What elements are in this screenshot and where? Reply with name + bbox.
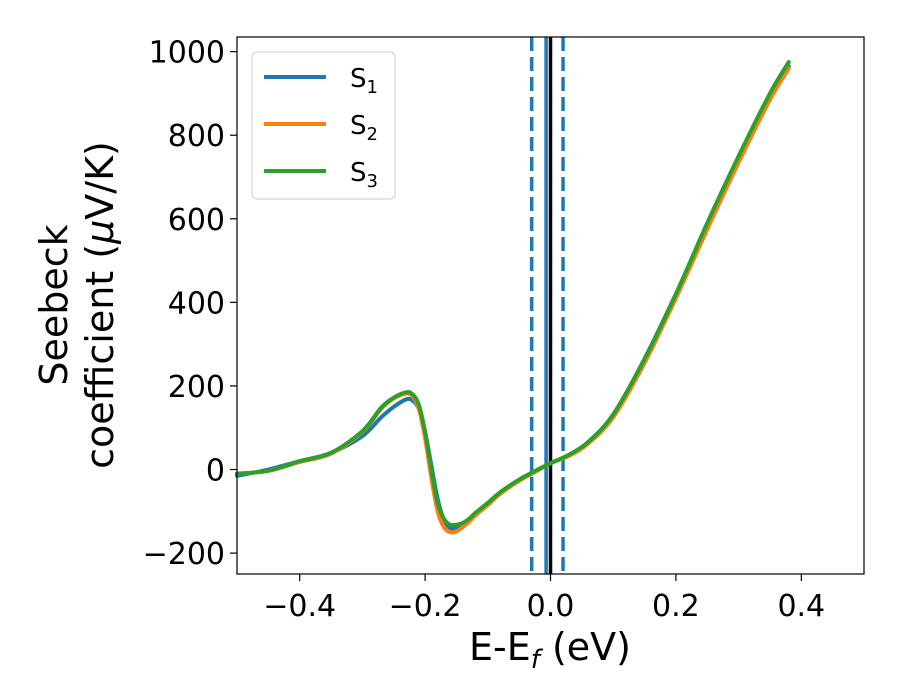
y-axis-label-unit: V/K): [78, 141, 122, 220]
x-axis-label-unit: (eV): [540, 625, 631, 669]
y-tick-label: 200: [168, 370, 225, 405]
y-axis-label: Seebeck coefficient (μV/K): [32, 141, 122, 469]
x-tick-label: 0.2: [652, 589, 700, 624]
y-axis-ticks: −200 0 200 400 600 800 1000: [143, 36, 237, 572]
legend-label-s3: S3: [350, 158, 378, 192]
legend-label-s2: S2: [350, 111, 378, 145]
y-tick-label: 800: [168, 119, 225, 154]
x-tick-label: 0.4: [777, 589, 825, 624]
x-tick-label: 0.0: [527, 589, 575, 624]
legend-entries: S1 S2 S3: [264, 64, 378, 192]
x-axis-label: E-Ef (eV): [469, 625, 631, 675]
y-axis-label-line2: coefficient (μV/K): [78, 141, 122, 469]
reference-lines: [529, 37, 565, 574]
x-axis-ticks: −0.4 −0.2 0.0 0.2 0.4: [263, 574, 825, 624]
x-tick-label: −0.2: [389, 589, 462, 624]
legend: S1 S2 S3: [251, 51, 396, 200]
y-tick-label: 0: [206, 454, 225, 489]
y-tick-label: 400: [168, 286, 225, 321]
x-axis-label-main: E-E: [469, 625, 531, 669]
y-axis-label-line2-main: coefficient (: [78, 244, 122, 469]
y-tick-label: 600: [168, 203, 225, 238]
series-lines: [235, 60, 791, 535]
x-tick-label: −0.4: [263, 589, 336, 624]
series-line-s3: [235, 60, 791, 528]
y-axis-label-mu: μ: [78, 220, 122, 245]
y-tick-label: 1000: [149, 36, 225, 71]
y-axis-label-line1: Seebeck: [32, 224, 76, 385]
legend-label-s1: S1: [350, 64, 378, 98]
y-tick-label: −200: [143, 537, 225, 572]
